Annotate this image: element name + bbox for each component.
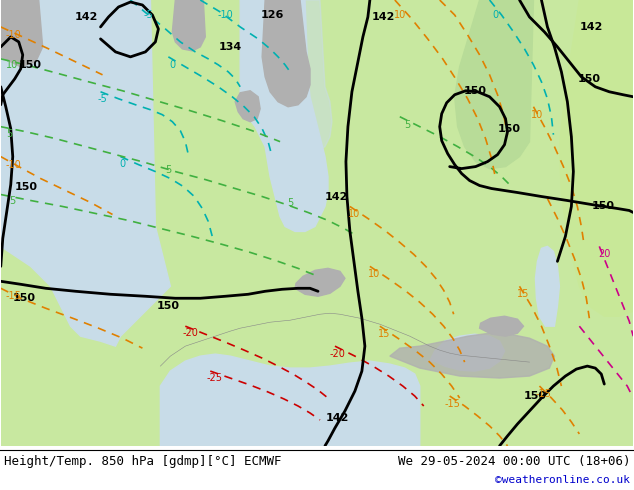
Text: 10: 10 (531, 110, 543, 120)
Polygon shape (295, 269, 345, 296)
Text: 142: 142 (579, 22, 603, 32)
Text: 10: 10 (6, 60, 18, 70)
Text: 142: 142 (325, 192, 348, 201)
Text: 142: 142 (372, 12, 395, 22)
Text: 142: 142 (326, 413, 349, 423)
Polygon shape (172, 0, 205, 51)
Text: 10: 10 (394, 10, 406, 20)
Polygon shape (160, 354, 420, 446)
Text: 15: 15 (378, 329, 390, 339)
Text: 150: 150 (578, 74, 601, 84)
Text: 0: 0 (119, 159, 126, 169)
Text: 10: 10 (348, 209, 360, 220)
Text: -20: -20 (183, 328, 198, 338)
Text: 5: 5 (287, 198, 293, 209)
Polygon shape (536, 246, 559, 326)
Text: We 29-05-2024 00:00 UTC (18+06): We 29-05-2024 00:00 UTC (18+06) (398, 455, 630, 468)
Text: 142: 142 (75, 12, 98, 22)
Text: -10: -10 (6, 30, 22, 40)
Text: 150: 150 (498, 123, 521, 134)
Text: 150: 150 (157, 301, 180, 311)
Text: -10: -10 (217, 10, 233, 20)
Polygon shape (1, 0, 171, 346)
Text: 5: 5 (165, 165, 171, 174)
Polygon shape (390, 333, 554, 378)
Text: Height/Temp. 850 hPa [gdmp][°C] ECMWF: Height/Temp. 850 hPa [gdmp][°C] ECMWF (4, 455, 281, 468)
Text: ©weatheronline.co.uk: ©weatheronline.co.uk (495, 475, 630, 485)
Polygon shape (430, 334, 505, 371)
Text: 0: 0 (493, 10, 498, 20)
Text: 5: 5 (404, 120, 410, 130)
Text: -10: -10 (6, 160, 22, 170)
Polygon shape (235, 91, 260, 122)
Text: -15: -15 (6, 291, 22, 301)
Text: 150: 150 (15, 181, 38, 192)
Text: 10: 10 (368, 270, 380, 279)
Text: -5: -5 (98, 94, 107, 104)
Text: -15: -15 (444, 399, 461, 409)
Polygon shape (240, 0, 328, 231)
Text: 20: 20 (598, 249, 611, 259)
Text: 150: 150 (592, 201, 615, 212)
Polygon shape (479, 316, 524, 336)
Text: 150: 150 (464, 86, 487, 96)
Text: 134: 134 (219, 42, 242, 52)
Polygon shape (559, 0, 633, 316)
Polygon shape (455, 0, 533, 169)
Text: 15: 15 (517, 289, 529, 299)
Polygon shape (262, 0, 310, 107)
Text: -15: -15 (536, 389, 552, 399)
Text: 150: 150 (524, 391, 547, 401)
Polygon shape (1, 0, 42, 67)
Text: 5: 5 (6, 129, 12, 139)
Text: 5: 5 (9, 196, 15, 205)
Text: 150: 150 (13, 293, 36, 303)
Text: 0: 0 (169, 60, 176, 70)
Text: -20: -20 (330, 349, 346, 359)
Text: -5: -5 (143, 10, 153, 20)
Text: 126: 126 (261, 10, 284, 20)
Polygon shape (285, 0, 332, 151)
Text: -25: -25 (206, 373, 223, 383)
Text: 150: 150 (19, 60, 42, 70)
